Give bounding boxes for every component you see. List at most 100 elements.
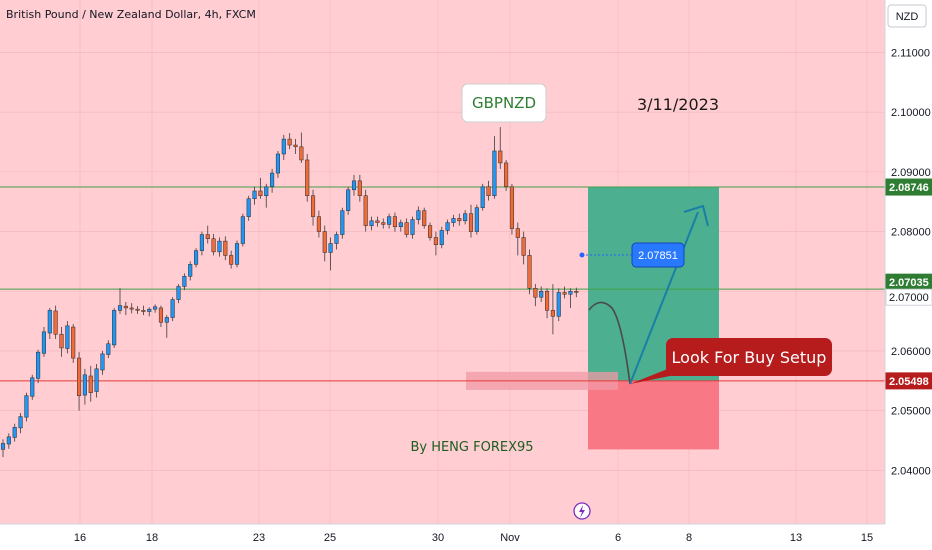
candle-body	[36, 351, 41, 379]
candle	[194, 248, 199, 268]
price-axis[interactable]	[885, 0, 932, 524]
candle	[369, 216, 374, 231]
candle-body	[112, 310, 117, 346]
candle-body	[176, 286, 181, 300]
candle-body	[404, 222, 409, 235]
projection-curve	[588, 301, 631, 385]
candle	[229, 250, 234, 269]
pair-label-text: GBPNZD	[472, 94, 536, 112]
candle-body	[281, 138, 286, 155]
candle-body	[410, 219, 415, 235]
candle-body	[451, 218, 456, 223]
price-tick-label: 2.11000	[891, 48, 930, 60]
currency-button[interactable]	[887, 4, 927, 28]
candle	[36, 349, 41, 384]
pair-label-box	[461, 83, 547, 123]
candle-body	[147, 308, 152, 312]
candle	[217, 237, 222, 257]
candle	[550, 284, 555, 335]
candle-body	[117, 305, 123, 311]
candle-body	[258, 190, 263, 197]
candle-body	[299, 146, 304, 161]
candle	[252, 186, 257, 205]
candle	[504, 159, 509, 191]
price-tags: 2.08746 2.07035 2.07000 2.05498	[885, 178, 932, 390]
lightning-glyph	[579, 505, 585, 518]
candle-body	[94, 368, 99, 392]
candle	[293, 139, 298, 154]
time-tick-label: 8	[686, 532, 692, 544]
candle-body	[24, 395, 29, 418]
candle	[346, 186, 351, 215]
candle-body	[12, 427, 17, 438]
candle	[264, 183, 269, 208]
price-tag-label: 2.08746	[889, 182, 929, 194]
candle-body	[223, 240, 228, 256]
candle	[199, 231, 204, 256]
candle-body	[264, 186, 269, 197]
candle	[77, 352, 82, 411]
time-tick-label: 23	[253, 532, 265, 544]
candle-body	[82, 374, 87, 396]
candle-body	[574, 290, 579, 293]
time-axis[interactable]	[0, 524, 932, 550]
candle	[47, 307, 52, 339]
currency-button-label: NZD	[896, 11, 919, 23]
candle-body	[322, 231, 327, 253]
candle	[515, 222, 520, 256]
price-tag-box	[885, 372, 932, 390]
plot-area[interactable]	[0, 0, 885, 524]
candle-body	[521, 237, 526, 256]
time-tick-label: 16	[74, 532, 86, 544]
symbol-header[interactable]: British Pound / New Zealand Dollar, 4h, …	[6, 8, 256, 21]
candle	[12, 423, 17, 442]
candle	[234, 240, 240, 268]
candle-body	[106, 343, 111, 355]
candle	[492, 136, 497, 199]
candle	[357, 174, 362, 202]
candle-body	[18, 416, 23, 429]
candle	[299, 132, 304, 163]
candle	[562, 286, 567, 299]
candle-body	[463, 213, 468, 222]
candle	[53, 305, 58, 339]
candle	[30, 374, 35, 400]
candle	[545, 288, 550, 319]
candle	[398, 219, 403, 232]
candle-body	[375, 220, 380, 223]
date-label: 3/11/2023	[637, 95, 719, 114]
candle-body	[311, 195, 316, 217]
candle-body	[135, 308, 140, 311]
candle-body	[30, 377, 35, 397]
candle	[363, 189, 368, 232]
candle	[498, 127, 503, 169]
candle	[112, 307, 117, 348]
candle	[533, 284, 538, 307]
candle	[328, 237, 333, 271]
price-tag-label: 2.07000	[889, 292, 929, 304]
candle	[281, 134, 286, 160]
setup-callout	[666, 338, 832, 376]
candle-body	[41, 331, 47, 354]
candle	[439, 226, 444, 249]
candle	[135, 306, 140, 314]
candle-body	[77, 357, 82, 396]
loss-zone	[588, 380, 719, 450]
candle	[188, 261, 193, 281]
candle-body	[545, 290, 550, 311]
candle-body	[59, 333, 64, 349]
candle-body	[6, 436, 11, 445]
candle	[59, 327, 64, 357]
candle-body	[293, 144, 298, 148]
candle	[275, 150, 280, 178]
candle	[381, 218, 386, 229]
candle	[82, 368, 87, 405]
candle	[153, 304, 158, 313]
candle-body	[550, 310, 555, 317]
candle	[71, 324, 76, 363]
candle	[6, 433, 11, 449]
price-tick-label: 2.04000	[891, 465, 931, 477]
time-tick-label: Nov	[500, 532, 520, 544]
candle	[410, 216, 415, 239]
